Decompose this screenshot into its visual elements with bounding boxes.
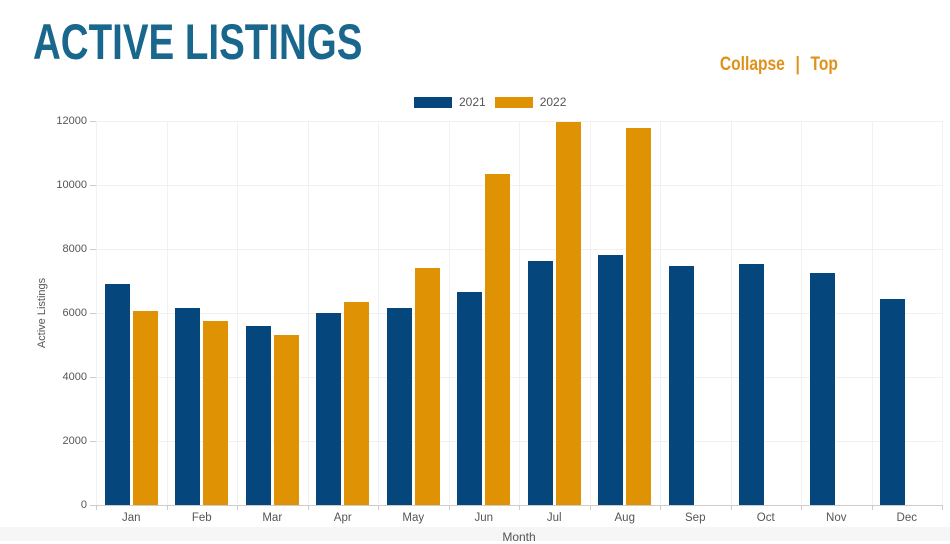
- legend-label-2022: 2022: [539, 95, 567, 109]
- bar-2022-jan[interactable]: [132, 311, 158, 505]
- y-tick: [90, 505, 96, 506]
- x-tick: [166, 505, 168, 510]
- x-axis-title: Month: [502, 530, 536, 544]
- y-tick-label: 0: [80, 499, 87, 511]
- bar-2022-jun[interactable]: [485, 173, 511, 505]
- bar-2021-apr[interactable]: [316, 313, 342, 505]
- page-title: ACTIVE LISTINGS: [33, 14, 363, 70]
- vertical-gridline: [942, 121, 943, 505]
- horizontal-gridline: [96, 313, 942, 314]
- y-tick: [90, 377, 96, 378]
- chart-legend: 2021 2022: [414, 95, 575, 109]
- x-tick: [448, 505, 450, 510]
- y-tick-label: 8000: [62, 243, 87, 255]
- collapse-link[interactable]: Collapse: [719, 54, 785, 75]
- x-tick-label-apr: Apr: [333, 512, 352, 524]
- y-tick: [90, 121, 96, 122]
- x-tick-label-sep: Sep: [685, 512, 706, 524]
- horizontal-gridline: [96, 377, 942, 378]
- bar-2021-oct[interactable]: [739, 264, 765, 505]
- x-tick-label-jan: Jan: [121, 512, 141, 524]
- bar-2022-feb[interactable]: [203, 321, 229, 505]
- bar-2021-jan[interactable]: [104, 284, 130, 505]
- legend-item-2022[interactable]: 2022: [494, 95, 567, 109]
- x-tick-label-jun: Jun: [474, 512, 494, 524]
- y-tick-label: 12000: [56, 115, 87, 127]
- y-tick-label: 10000: [56, 179, 87, 191]
- horizontal-gridline: [96, 185, 942, 186]
- bar-2021-may[interactable]: [386, 308, 412, 505]
- x-tick: [378, 505, 379, 510]
- horizontal-gridline: [96, 249, 942, 250]
- bar-2022-apr[interactable]: [344, 301, 370, 505]
- x-tick-label-may: May: [402, 512, 425, 524]
- y-axis-title: Active Listings: [36, 277, 48, 349]
- legend-swatch-2021: [414, 96, 452, 108]
- x-tick-label-aug: Aug: [614, 512, 635, 524]
- x-tick-label-nov: Nov: [826, 512, 847, 524]
- legend-item-2021[interactable]: 2021: [414, 95, 486, 109]
- legend-swatch-2022: [494, 96, 533, 108]
- bar-2021-sep[interactable]: [668, 266, 694, 505]
- x-tick: [96, 505, 97, 510]
- y-tick: [90, 249, 96, 250]
- x-tick-label-oct: Oct: [756, 512, 775, 524]
- bar-2021-mar[interactable]: [245, 325, 271, 505]
- x-tick-label-jul: Jul: [546, 512, 562, 524]
- top-link[interactable]: Top: [810, 54, 838, 75]
- bar-2021-feb[interactable]: [175, 308, 201, 505]
- x-tick-label-dec: Dec: [896, 512, 917, 524]
- x-tick: [660, 505, 661, 510]
- x-tick-label-feb: Feb: [191, 512, 212, 524]
- bar-2022-aug[interactable]: [626, 128, 652, 505]
- x-tick: [307, 505, 309, 510]
- bar-2021-jul[interactable]: [527, 261, 553, 505]
- x-tick: [801, 505, 802, 510]
- bar-2021-nov[interactable]: [809, 273, 835, 505]
- bar-2021-jun[interactable]: [457, 291, 483, 505]
- x-tick: [237, 505, 238, 510]
- x-tick: [730, 505, 732, 510]
- y-tick: [90, 313, 96, 314]
- header-links: Collapse | Top: [720, 54, 838, 76]
- y-tick-label: 2000: [62, 435, 87, 447]
- bar-2022-may[interactable]: [414, 268, 440, 505]
- y-tick-label: 4000: [62, 371, 87, 383]
- x-tick: [942, 505, 943, 510]
- bar-2021-aug[interactable]: [598, 254, 624, 505]
- x-tick: [519, 505, 520, 510]
- bottom-strip: [0, 527, 950, 541]
- bar-2022-jul[interactable]: [555, 121, 581, 505]
- legend-label-2021: 2021: [459, 95, 486, 109]
- x-tick: [589, 505, 591, 510]
- x-tick-label-mar: Mar: [262, 512, 283, 524]
- links-separator: |: [795, 54, 800, 75]
- horizontal-gridline: [96, 441, 942, 442]
- bar-2022-mar[interactable]: [273, 334, 299, 505]
- y-tick: [90, 185, 96, 186]
- y-tick-label: 6000: [62, 307, 87, 319]
- bar-2021-dec[interactable]: [880, 299, 906, 505]
- y-tick: [90, 441, 96, 442]
- horizontal-gridline: [96, 121, 942, 122]
- x-tick: [871, 505, 873, 510]
